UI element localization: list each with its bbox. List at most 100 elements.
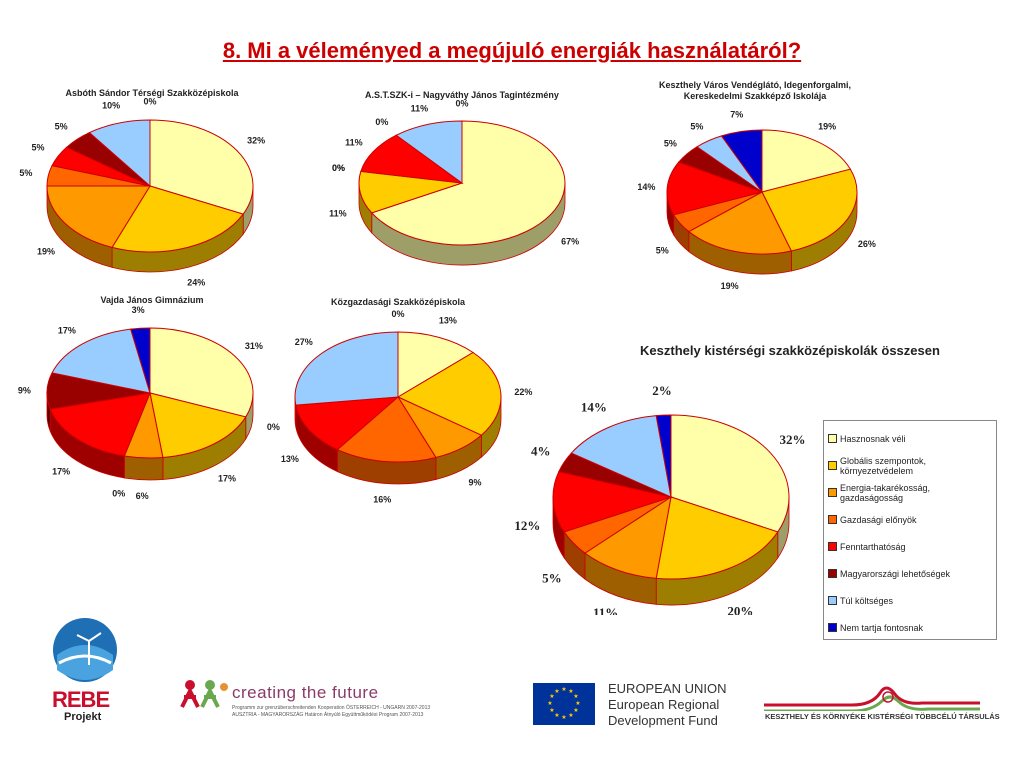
pie-slice [761, 129, 852, 193]
legend-item: Fenntarthatóság [828, 533, 992, 560]
pie-slice [46, 185, 151, 248]
creating-the-future-logo [180, 680, 228, 708]
pie-data-label: 17% [218, 474, 236, 484]
rebe-logo-subtext: Projekt [64, 711, 102, 723]
pie-data-label: 0% [143, 97, 156, 107]
legend-swatch [828, 542, 837, 551]
legend-item: Energia-takarékosság, gazdaságosság [828, 479, 992, 506]
svg-text:★: ★ [573, 693, 578, 700]
pie-data-label: 19% [721, 281, 739, 291]
creating-the-future-line1: Programm zur grenzüberschreitenden Koope… [232, 705, 431, 711]
pie-data-label: 22% [514, 387, 532, 397]
pie-data-label: 24% [187, 278, 205, 288]
pie-data-label: 17% [58, 326, 76, 336]
pie-data-label: 5% [32, 143, 45, 153]
legend-item: Hasznosnak véli [828, 425, 992, 452]
legend-item: Gazdasági előnyök [828, 506, 992, 533]
pie-data-label: 32% [247, 136, 265, 146]
svg-text:★: ★ [561, 714, 566, 721]
pie-slice [655, 414, 672, 498]
pie-data-label: 0% [332, 163, 345, 173]
pie-data-label: 6% [136, 491, 149, 501]
pie-data-label: 19% [818, 121, 836, 131]
pie-data-label: 13% [439, 316, 457, 326]
pie-slice [370, 120, 566, 246]
pie-data-label: 5% [690, 121, 703, 131]
legend-item: Magyarországi lehetőségek [828, 560, 992, 587]
pie-data-label: 5% [542, 570, 562, 585]
rebe-logo-text: REBE [52, 687, 110, 712]
pie-chart: 67%11%0%0%11%0%11% 0%A.S.T.SZK-i – Nagyvá… [329, 90, 579, 266]
creating-the-future-title: creating the future [232, 683, 379, 702]
pie-chart-title: A.S.T.SZK-i – Nagyváthy János Tagintézmé… [365, 90, 559, 100]
svg-text:★: ★ [547, 700, 552, 707]
pie-data-label: 12% [514, 518, 540, 533]
pie-slice [584, 495, 672, 579]
pie-slice [687, 191, 793, 255]
pie-data-label: 0% [455, 99, 468, 109]
pie-data-label: 5% [664, 138, 677, 148]
pie-data-label: 5% [55, 121, 68, 131]
legend-label: Túl költséges [840, 595, 894, 606]
pie-data-label: 27% [295, 337, 313, 347]
legend-item: Nem tartja fontosnak [828, 614, 992, 641]
pie-data-label: 17% [52, 467, 70, 477]
legend-label: Gazdasági előnyök [840, 514, 917, 525]
svg-text:★: ★ [575, 700, 580, 707]
legend-label: Magyarországi lehetőségek [840, 568, 951, 579]
legend-swatch [828, 434, 837, 443]
svg-text:★: ★ [554, 712, 559, 719]
kisterseg-logo-text: KESZTHELY ÉS KÖRNYÉKE KISTÉRSÉGI TÖBBCÉL… [765, 712, 1000, 721]
pie-data-label: 67% [561, 236, 579, 246]
pie-slice [295, 396, 400, 451]
pie-data-label: 9% [18, 385, 31, 395]
pie-slice [149, 327, 254, 418]
pie-chart: 32% 20% 11% 5% 12% 4% 14% 2% Keszthely kistérség… [514, 343, 940, 615]
pie-data-label: 4% [531, 443, 551, 458]
pie-data-label: 2% [652, 383, 672, 398]
pie-chart: 13% 22% 9% 16% 13% 0% 27% 0% Közgazdasági Szakkö… [267, 297, 533, 504]
pie-chart: 19% 26% 19% 5% 14% 5% 5% 7% Keszthely Város Vend… [637, 80, 876, 291]
pie-data-label: 9% [469, 478, 482, 488]
pie-slice [552, 471, 673, 533]
pie-slice [149, 392, 247, 459]
pie-data-label: 11% [593, 605, 618, 615]
pie-slice [655, 496, 779, 580]
legend-item: Globális szempontok, környezetvédelem [828, 452, 992, 479]
pie-data-label: 16% [373, 494, 391, 504]
legend-swatch [828, 623, 837, 632]
pie-data-label: 0% [267, 422, 280, 432]
pie-chart-title: Asbóth Sándor Térségi Szakközépiskola [65, 88, 239, 98]
legend-swatch [828, 488, 837, 497]
pie-data-label: 14% [637, 182, 655, 192]
footer-logos: REBE Projekt creating the future Program… [0, 615, 1024, 768]
pie-data-label: 20% [727, 603, 753, 615]
pie-data-label: 11% [329, 208, 347, 218]
pie-slice [761, 168, 858, 252]
pie-data-label: 3% [132, 305, 145, 315]
pie-slice [149, 119, 254, 215]
pie-slice [360, 134, 464, 184]
svg-text:★: ★ [561, 686, 566, 693]
pie-data-label: 0% [332, 163, 345, 173]
creating-the-future-line2: AUSZTRIA - MAGYARORSZÁG Határon Átnyúló … [232, 712, 424, 718]
pie-chart-title: Keszthely kistérségi szakközépiskolák ös… [640, 343, 940, 358]
eu-text-line1: EUROPEAN UNION [608, 681, 727, 696]
pie-slice [294, 331, 399, 406]
pie-data-label: 7% [730, 110, 743, 120]
pie-data-label: 19% [37, 246, 55, 256]
eu-text-line3: Development Fund [608, 713, 718, 728]
pie-data-label: 26% [858, 239, 876, 249]
eu-flag-icon: ★ ★ ★ ★ ★ ★ ★ ★ ★ ★ ★ ★ [533, 683, 595, 725]
pie-chart-title: Kereskedelmi Szakképző Iskolája [684, 91, 828, 101]
legend-swatch [828, 461, 837, 470]
pie-chart: 31% 17% 6% 0% 17% 9% 17% 3%Vajda János Gimnáziu… [18, 295, 263, 501]
eu-text-line2: European Regional [608, 697, 720, 712]
pie-data-label: 5% [19, 168, 32, 178]
pie-slice [336, 396, 437, 463]
kisterseg-logo [764, 686, 980, 711]
pie-slice [570, 415, 672, 498]
pie-data-label: 0% [391, 309, 404, 319]
legend-swatch [828, 569, 837, 578]
legend-swatch [828, 596, 837, 605]
